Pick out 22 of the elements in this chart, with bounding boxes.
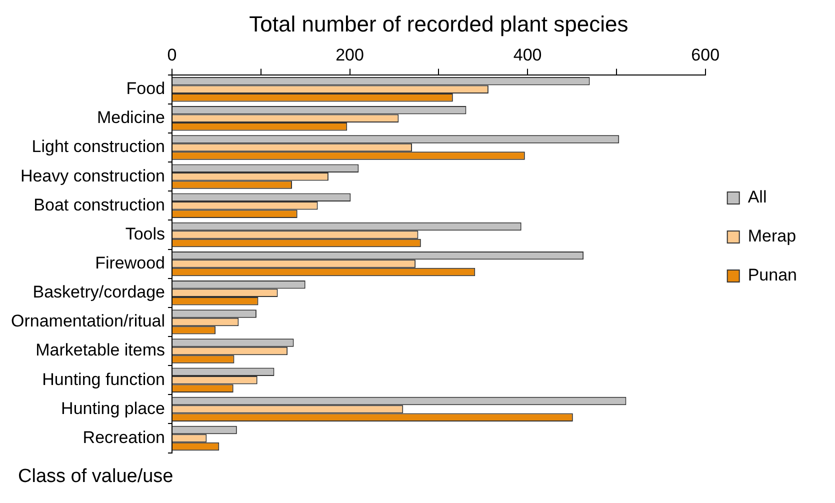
y-tick-label: Food — [126, 79, 166, 98]
y-tick-label: Firewood — [95, 253, 166, 272]
x-axis-title: Total number of recorded plant species — [249, 11, 628, 36]
legend-label: Punan — [748, 266, 798, 285]
y-tick-label: Hunting place — [61, 398, 166, 418]
y-tick-label: Boat construction — [34, 195, 166, 214]
y-tick-label: Tools — [125, 224, 166, 244]
y-tick-label: Ornamentation/ritual — [10, 312, 166, 331]
y-tick-label: Basketry/cordage — [32, 282, 166, 302]
x-tick-label: 400 — [513, 45, 542, 64]
x-tick-label: 200 — [336, 45, 364, 64]
y-tick-label: Marketable items — [36, 340, 166, 360]
y-tick-label: Medicine — [96, 108, 166, 128]
y-tick-label: Heavy construction — [20, 166, 166, 186]
x-tick-label: 600 — [691, 45, 720, 64]
x-tick-label: 0 — [167, 45, 177, 64]
y-tick-label: Hunting function — [42, 370, 166, 389]
legend-label: Merap — [748, 226, 796, 246]
y-axis-title: Class of value/use — [18, 466, 174, 488]
y-tick-label: Recreation — [82, 428, 166, 447]
legend-label: All — [748, 188, 767, 207]
y-tick-label: Light construction — [32, 137, 166, 156]
